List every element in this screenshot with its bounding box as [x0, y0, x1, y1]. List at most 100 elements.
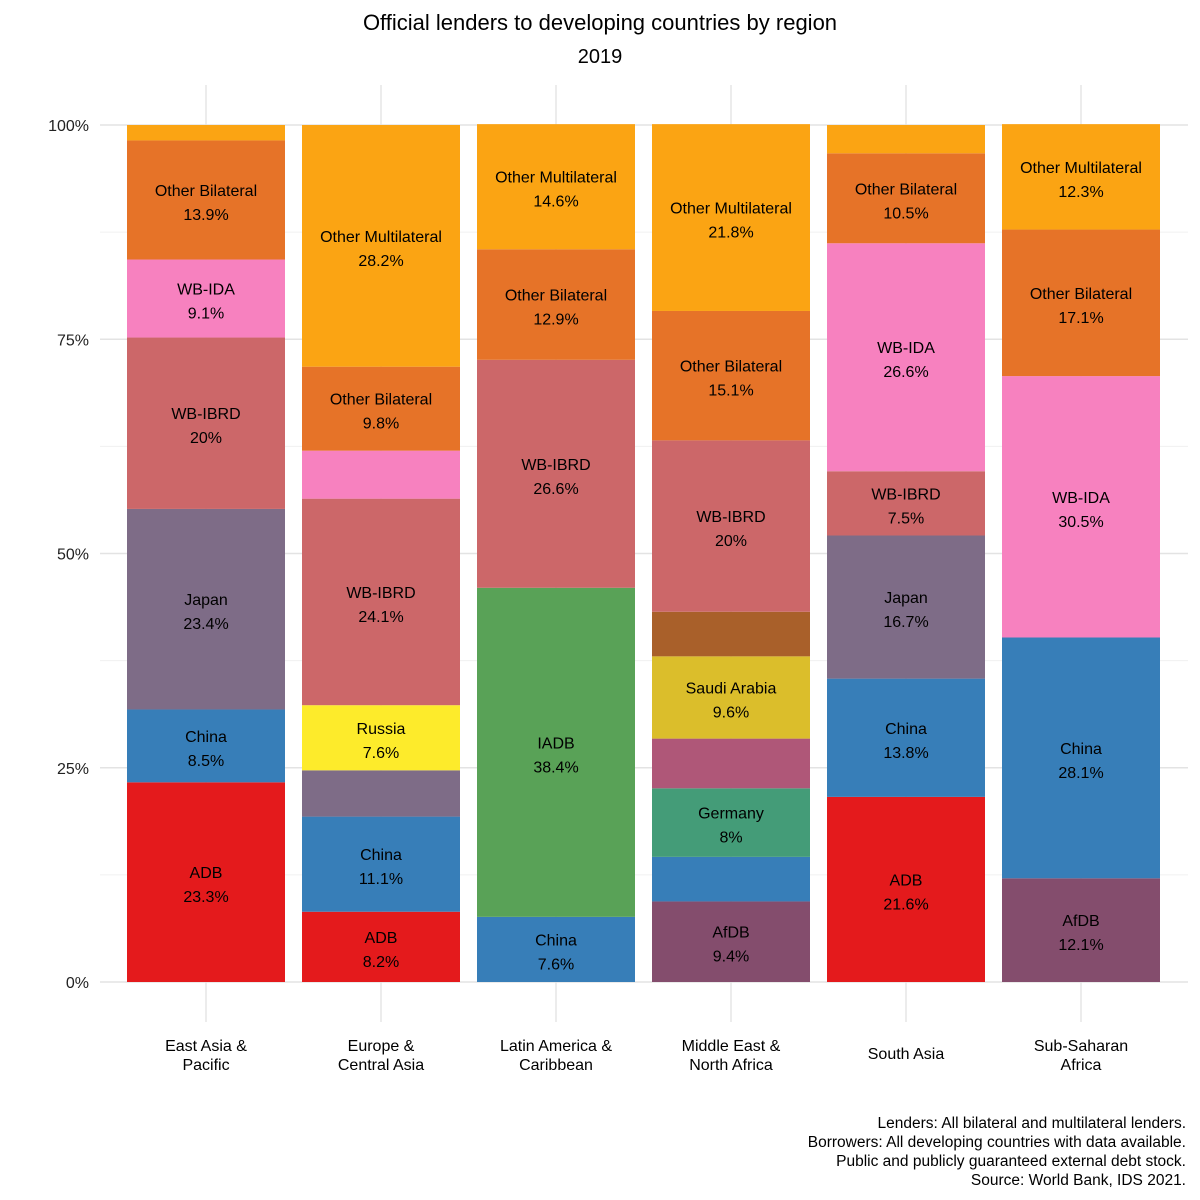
segment-label-value: 13.9%: [183, 207, 228, 224]
bar-segment-wb-ibrd: [477, 359, 635, 588]
segment-label-value: 9.4%: [713, 949, 749, 966]
bar-segment-other-bilateral: [1002, 229, 1160, 377]
bar-segment-wb-ibrd: [827, 471, 985, 536]
segment-label-value: 9.1%: [188, 306, 224, 323]
bar-segment-other-bilateral: [477, 249, 635, 360]
segment-label-value: 20%: [190, 430, 222, 447]
bar-segment-wb-ida: [1002, 376, 1160, 638]
segment-label-lender: ADB: [190, 865, 223, 882]
segment-label-value: 9.8%: [363, 416, 399, 433]
segment-label-lender: WB-IDA: [177, 282, 235, 299]
caption-line-lenders: Lenders: All bilateral and multilateral …: [877, 1115, 1186, 1132]
segment-label-lender: Japan: [184, 592, 228, 609]
segment-label-value: 10.5%: [883, 205, 928, 222]
bar-segment-wb-ida: [127, 259, 285, 338]
segment-label-value: 8.5%: [188, 753, 224, 770]
segment-label-lender: AfDB: [712, 925, 749, 942]
segment-label-lender: ADB: [365, 930, 398, 947]
bar-segment-other-multilateral: [827, 125, 985, 154]
x-category-label: Africa: [1061, 1057, 1102, 1074]
segment-label-lender: WB-IBRD: [171, 406, 240, 423]
segment-label-value: 9.6%: [713, 704, 749, 721]
segment-label-value: 20%: [715, 533, 747, 550]
bar-segment-other-bilateral: [127, 140, 285, 260]
segment-label-lender: ADB: [890, 872, 923, 889]
bar-segment-afdb: [1002, 878, 1160, 982]
bar-segment-other-multilateral: [1002, 124, 1160, 230]
y-tick-label: 100%: [48, 118, 89, 135]
segment-label-lender: WB-IBRD: [696, 509, 765, 526]
segment-label-value: 28.2%: [358, 253, 403, 270]
segment-label-value: 8%: [719, 830, 742, 847]
bar-segment-adb: [302, 911, 460, 982]
segment-label-lender: IADB: [537, 735, 574, 752]
segment-label-lender: Other Multilateral: [670, 201, 792, 218]
bar-segment-other-multilateral: [477, 124, 635, 250]
x-category-label: East Asia &: [165, 1038, 247, 1055]
bar-segment-wb-ibrd: [127, 337, 285, 509]
segment-label-value: 7.6%: [538, 956, 574, 973]
bar-segment-other-bilateral: [652, 310, 810, 441]
segment-label-lender: WB-IBRD: [521, 457, 590, 474]
x-category-label: North Africa: [689, 1057, 773, 1074]
bar-segment-japan: [127, 508, 285, 710]
bar-segment-wb-ida: [827, 243, 985, 472]
segment-label-value: 23.4%: [183, 616, 228, 633]
segment-label-lender: WB-IBRD: [346, 585, 415, 602]
bar-segment-other-multilateral: [652, 124, 810, 311]
bar-segment-china: [1002, 637, 1160, 879]
x-category-label: Middle East &: [682, 1038, 781, 1055]
segment-label-lender: Other Multilateral: [495, 170, 617, 187]
segment-label-value: 11.1%: [359, 871, 403, 888]
segment-label-lender: Japan: [884, 590, 928, 607]
bar-segment-china: [477, 916, 635, 982]
segment-label-lender: Russia: [357, 721, 406, 738]
bar-segment-china: [127, 709, 285, 783]
bar-segment-japan: [827, 535, 985, 679]
segment-label-lender: China: [535, 932, 577, 949]
segment-label-lender: Other Bilateral: [505, 288, 607, 305]
caption-line-debt: Public and publicly guaranteed external …: [836, 1153, 1186, 1170]
y-tick-label: 75%: [57, 332, 89, 349]
bar-segment-iadb: [477, 587, 635, 917]
segment-label-lender: Other Bilateral: [1030, 286, 1132, 303]
segment-label-value: 38.4%: [533, 759, 578, 776]
segment-label-value: 26.6%: [533, 481, 578, 498]
chart-caption: Lenders: All bilateral and multilateral …: [808, 1114, 1186, 1190]
segment-label-value: 24.1%: [358, 609, 403, 626]
bar-segment-adb: [127, 782, 285, 982]
x-category-label: Latin America &: [500, 1038, 612, 1055]
bar-segment-russia: [302, 705, 460, 771]
segment-label-value: 28.1%: [1058, 765, 1103, 782]
caption-line-source: Source: World Bank, IDS 2021.: [970, 1172, 1186, 1189]
y-tick-label: 0%: [66, 975, 89, 992]
bar-segment-wb-ibrd: [652, 440, 810, 612]
bar-segment-china: [302, 816, 460, 912]
segment-label-value: 26.6%: [883, 364, 928, 381]
bar-segment-adb: [827, 796, 985, 982]
bar-segment-afdb: [652, 901, 810, 982]
segment-label-value: 14.6%: [533, 194, 578, 211]
segment-label-lender: Other Multilateral: [1020, 160, 1142, 177]
x-category-label: Caribbean: [519, 1057, 593, 1074]
segment-label-lender: Other Multilateral: [320, 229, 442, 246]
segment-label-lender: WB-IDA: [877, 340, 935, 357]
x-category-label: Central Asia: [338, 1057, 424, 1074]
segment-label-value: 12.1%: [1058, 937, 1103, 954]
segment-label-value: 17.1%: [1058, 310, 1103, 327]
caption-line-borrowers: Borrowers: All developing countries with…: [807, 1134, 1186, 1151]
segment-label-lender: Other Bilateral: [330, 392, 432, 409]
segment-label-value: 21.6%: [883, 896, 928, 913]
bar-segment-other-multilateral: [302, 125, 460, 367]
segment-label-value: 7.5%: [888, 510, 924, 527]
bar-segment-wb-ibrd: [302, 498, 460, 706]
bar-segment-germany: [652, 788, 810, 857]
bar-segment-china: [652, 856, 810, 902]
segment-label-lender: Other Bilateral: [680, 359, 782, 376]
segment-label-lender: Saudi Arabia: [686, 680, 777, 697]
segment-label-lender: China: [185, 729, 227, 746]
segment-label-lender: China: [1060, 741, 1102, 758]
bar-segment-other-multilateral: [127, 125, 285, 141]
x-category-label: Europe &: [348, 1038, 415, 1055]
